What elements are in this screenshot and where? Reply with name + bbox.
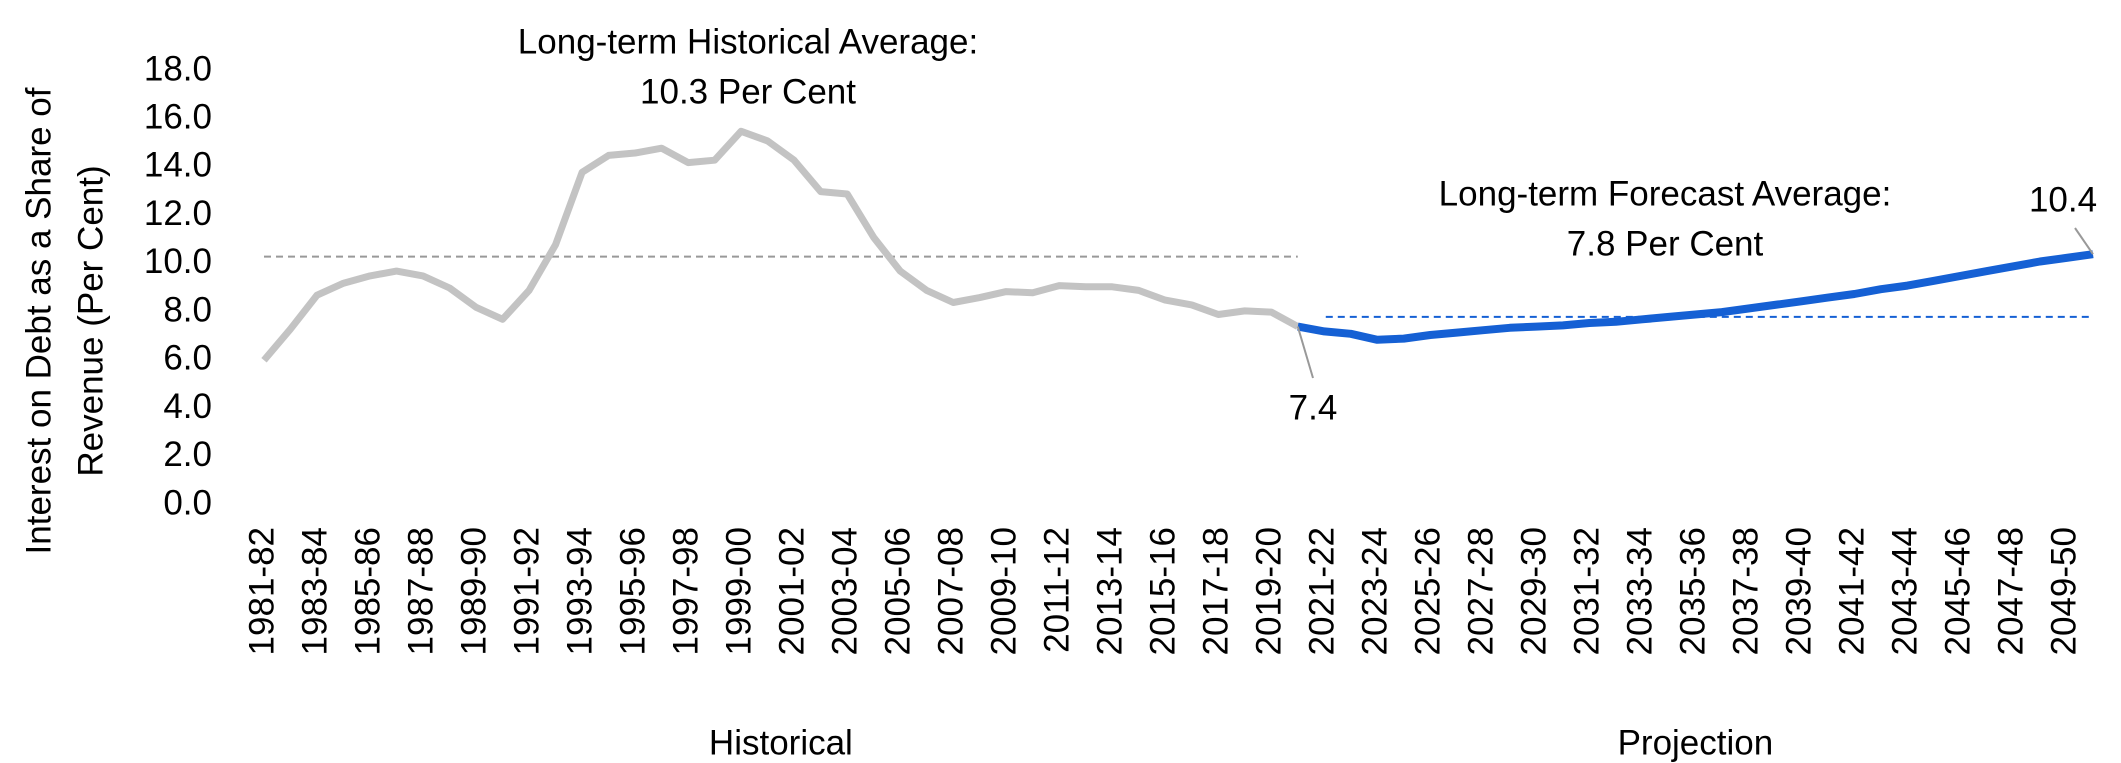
y-tick-label: 2.0 — [163, 435, 212, 474]
x-tick-label: 2041-42 — [1833, 527, 1872, 655]
annotation: Long-term Historical Average: — [518, 22, 978, 61]
x-tick-label: 2025-26 — [1409, 527, 1448, 655]
x-tick-label: 2005-06 — [878, 527, 917, 655]
annotation: Long-term Forecast Average: — [1439, 174, 1892, 213]
x-tick-label: 2015-16 — [1143, 527, 1182, 655]
x-tick-label: 2047-48 — [1992, 527, 2031, 655]
y-axis-title: Interest on Debt as a Share of — [19, 87, 58, 554]
annotation: 7.8 Per Cent — [1567, 224, 1764, 263]
group-label: Historical — [709, 723, 853, 762]
x-tick-label: 2023-24 — [1356, 527, 1395, 655]
x-tick-label: 2017-18 — [1197, 527, 1236, 655]
x-tick-label: 2007-08 — [931, 527, 970, 655]
x-tick-label: 2037-38 — [1727, 527, 1766, 655]
x-tick-label: 2049-50 — [2045, 527, 2084, 655]
x-tick-label: 1993-94 — [560, 527, 599, 655]
x-tick-label: 2009-10 — [984, 527, 1023, 655]
x-tick-label: 2035-36 — [1674, 527, 1713, 655]
x-tick-label: 1995-96 — [613, 527, 652, 655]
y-tick-label: 14.0 — [144, 146, 212, 185]
leader-line — [2074, 227, 2094, 255]
leader-line — [1296, 326, 1314, 379]
y-tick-label: 10.0 — [144, 242, 212, 281]
y-tick-label: 4.0 — [163, 387, 212, 426]
y-tick-label: 8.0 — [163, 290, 212, 329]
x-tick-label: 2021-22 — [1303, 527, 1342, 655]
x-tick-label: 2011-12 — [1037, 527, 1076, 653]
data-label: 10.4 — [2029, 180, 2097, 219]
x-tick-label: 2003-04 — [825, 527, 864, 655]
x-tick-label: 2033-34 — [1621, 527, 1660, 655]
y-tick-label: 16.0 — [144, 97, 212, 136]
series-line — [261, 127, 1300, 363]
x-tick-label: 1981-82 — [242, 527, 281, 655]
x-tick-label: 2031-32 — [1568, 527, 1607, 655]
group-label: Projection — [1618, 723, 1774, 762]
x-tick-label: 1991-92 — [507, 527, 546, 655]
y-axis-title: Revenue (Per Cent) — [71, 165, 110, 476]
x-tick-label: 2045-46 — [1939, 527, 1978, 655]
x-tick-label: 1985-86 — [348, 527, 387, 655]
y-tick-label: 12.0 — [144, 194, 212, 233]
x-tick-label: 1983-84 — [295, 527, 334, 655]
x-tick-label: 1989-90 — [454, 527, 493, 655]
y-tick-label: 6.0 — [163, 339, 212, 378]
series-line — [1297, 250, 2094, 344]
x-tick-label: 2001-02 — [772, 527, 811, 655]
x-tick-label: 2039-40 — [1780, 527, 1819, 655]
y-tick-label: 0.0 — [163, 483, 212, 522]
y-tick-label: 18.0 — [144, 49, 212, 88]
data-label: 7.4 — [1289, 388, 1338, 427]
x-tick-label: 2043-44 — [1886, 527, 1925, 655]
x-tick-label: 2019-20 — [1250, 527, 1289, 655]
x-tick-label: 1987-88 — [401, 527, 440, 655]
x-tick-label: 2027-28 — [1462, 527, 1501, 655]
x-tick-label: 2013-14 — [1090, 527, 1129, 655]
x-tick-label: 1997-98 — [666, 527, 705, 655]
x-tick-label: 2029-30 — [1515, 527, 1554, 655]
x-tick-label: 1999-00 — [719, 527, 758, 655]
annotation: 10.3 Per Cent — [640, 72, 856, 111]
